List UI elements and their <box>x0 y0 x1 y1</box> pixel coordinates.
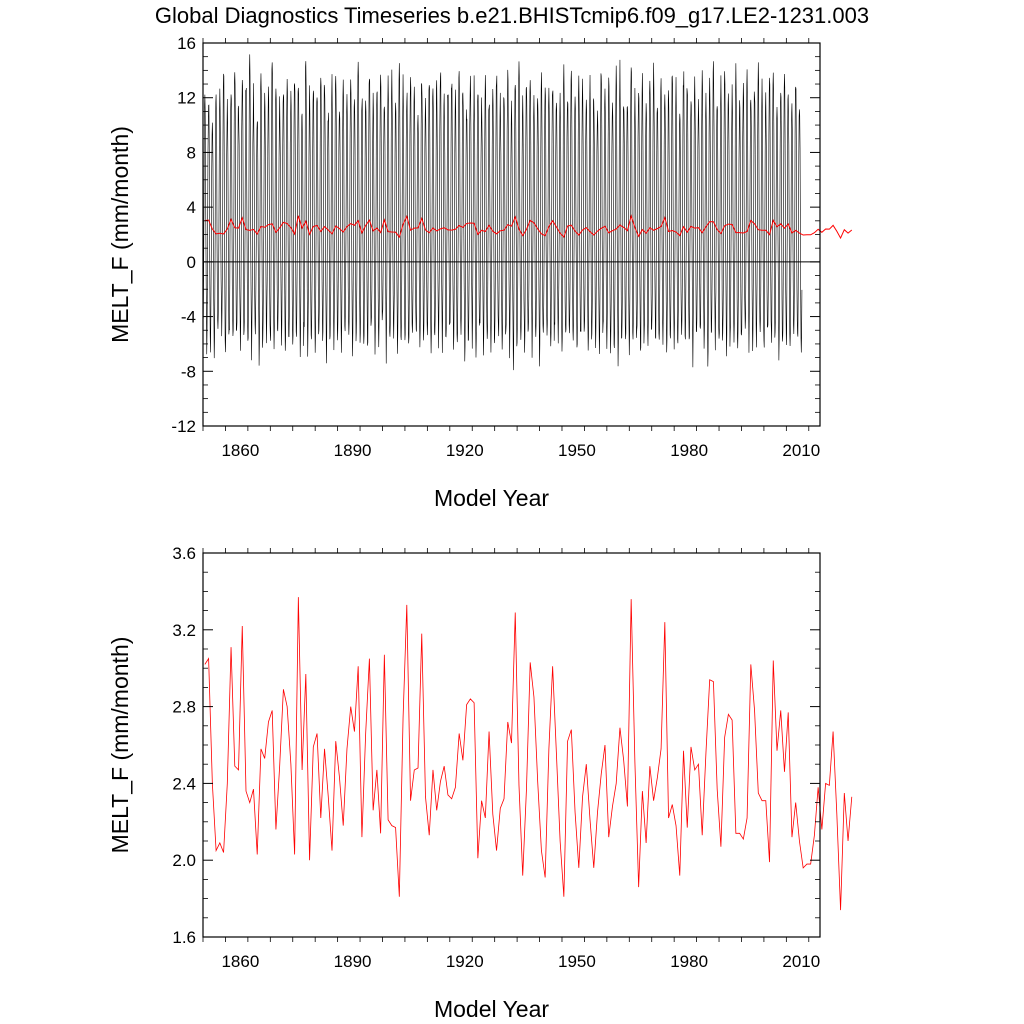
y-tick-label: 3.6 <box>172 544 196 563</box>
x-tick-label: 1890 <box>334 441 372 460</box>
y-axis-label: MELT_F (mm/month) <box>107 126 133 343</box>
figure-title: Global Diagnostics Timeseries b.e21.BHIS… <box>155 3 869 28</box>
y-tick-label: 4 <box>187 198 196 217</box>
x-tick-label: 1860 <box>221 441 259 460</box>
y-tick-label: 1.6 <box>172 928 196 947</box>
y-tick-label: 8 <box>187 143 196 162</box>
y-tick-label: 3.2 <box>172 621 196 640</box>
x-tick-label: 1920 <box>446 441 484 460</box>
plot-frame <box>202 552 821 938</box>
top-panel: -12 -8 -4 0 4 8 12 16 1860 1890 1920 1950 1980 2010 Mo… <box>107 34 853 511</box>
y-tick-label: 16 <box>177 34 196 53</box>
y-tick-label: 0 <box>187 253 196 272</box>
y-tick-label: 12 <box>177 89 196 108</box>
x-tick-label: 1980 <box>670 441 708 460</box>
x-tick-label: 2010 <box>782 441 820 460</box>
x-tick-label: 1890 <box>334 952 372 971</box>
x-axis-label: Model Year <box>434 996 549 1022</box>
y-tick-label: 2.8 <box>172 698 196 717</box>
x-tick-label: 1920 <box>446 952 484 971</box>
x-tick-label: 1950 <box>558 952 596 971</box>
y-tick-label: -8 <box>181 362 196 381</box>
annual-mean-line-top <box>204 214 853 240</box>
y-tick-label: -4 <box>181 308 196 327</box>
x-axis-label: Model Year <box>434 485 549 511</box>
x-tick-label: 1950 <box>558 441 596 460</box>
y-tick-label: -12 <box>171 417 196 436</box>
y-axis-label: MELT_F (mm/month) <box>107 637 133 854</box>
monthly-series-line <box>202 54 803 371</box>
x-tick-label: 2010 <box>782 952 820 971</box>
bottom-panel: 1.6 2.0 2.4 2.8 3.2 3.6 1860 1890 1920 1950 1980 20… <box>107 544 853 1022</box>
y-tick-label: 2.0 <box>172 851 196 870</box>
x-tick-label: 1860 <box>221 952 259 971</box>
annual-mean-line <box>204 597 853 911</box>
y-tick-label: 2.4 <box>172 774 196 793</box>
x-tick-label: 1980 <box>670 952 708 971</box>
